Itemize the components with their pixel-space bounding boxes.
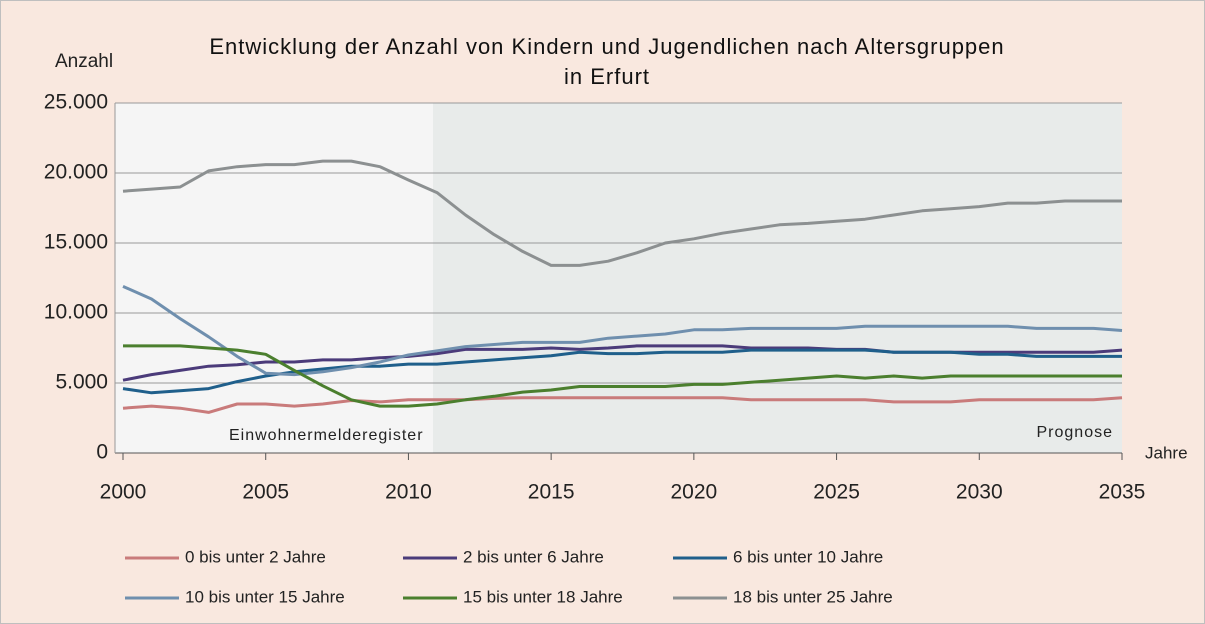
- legend-label: 18 bis unter 25 Jahre: [733, 587, 893, 606]
- y-tick-label: 10.000: [44, 301, 108, 324]
- x-tick-label: 2030: [956, 481, 1003, 504]
- legend-label: 2 bis unter 6 Jahre: [463, 547, 604, 566]
- x-axis-label: Jahre: [1145, 443, 1188, 462]
- annotation: Einwohnermelderegister: [229, 427, 424, 444]
- series-line: [122, 348, 1122, 395]
- history-region: [115, 103, 433, 453]
- y-tick-label: 25.000: [44, 91, 108, 114]
- y-tick-label: 20.000: [44, 161, 108, 184]
- x-tick-label: 2000: [100, 481, 147, 504]
- y-tick-label: 15.000: [44, 231, 108, 254]
- x-tick-label: 2005: [242, 481, 289, 504]
- forecast-region: [433, 103, 1122, 453]
- legend-label: 0 bis unter 2 Jahre: [185, 547, 326, 566]
- legend-label: 10 bis unter 15 Jahre: [185, 587, 345, 606]
- chart-title: Entwicklung der Anzahl von Kindern und J…: [209, 34, 1005, 89]
- x-tick-label: 2020: [670, 481, 717, 504]
- y-tick-label: 0: [96, 441, 108, 464]
- series-line: [122, 285, 1123, 377]
- x-tick-label: 2010: [385, 481, 432, 504]
- x-tick-label: 2025: [813, 481, 860, 504]
- series-line: [123, 344, 1122, 408]
- series-line: [122, 159, 1122, 267]
- x-tick-label: 2015: [528, 481, 575, 504]
- legend-label: 15 bis unter 18 Jahre: [463, 587, 623, 606]
- legend-label: 6 bis unter 10 Jahre: [733, 547, 883, 566]
- x-tick-label: 2035: [1099, 481, 1146, 504]
- y-axis-label: Anzahl: [55, 51, 113, 72]
- series-line: [122, 396, 1123, 414]
- annotation: Prognose: [1037, 424, 1114, 441]
- y-tick-label: 5.000: [55, 371, 108, 394]
